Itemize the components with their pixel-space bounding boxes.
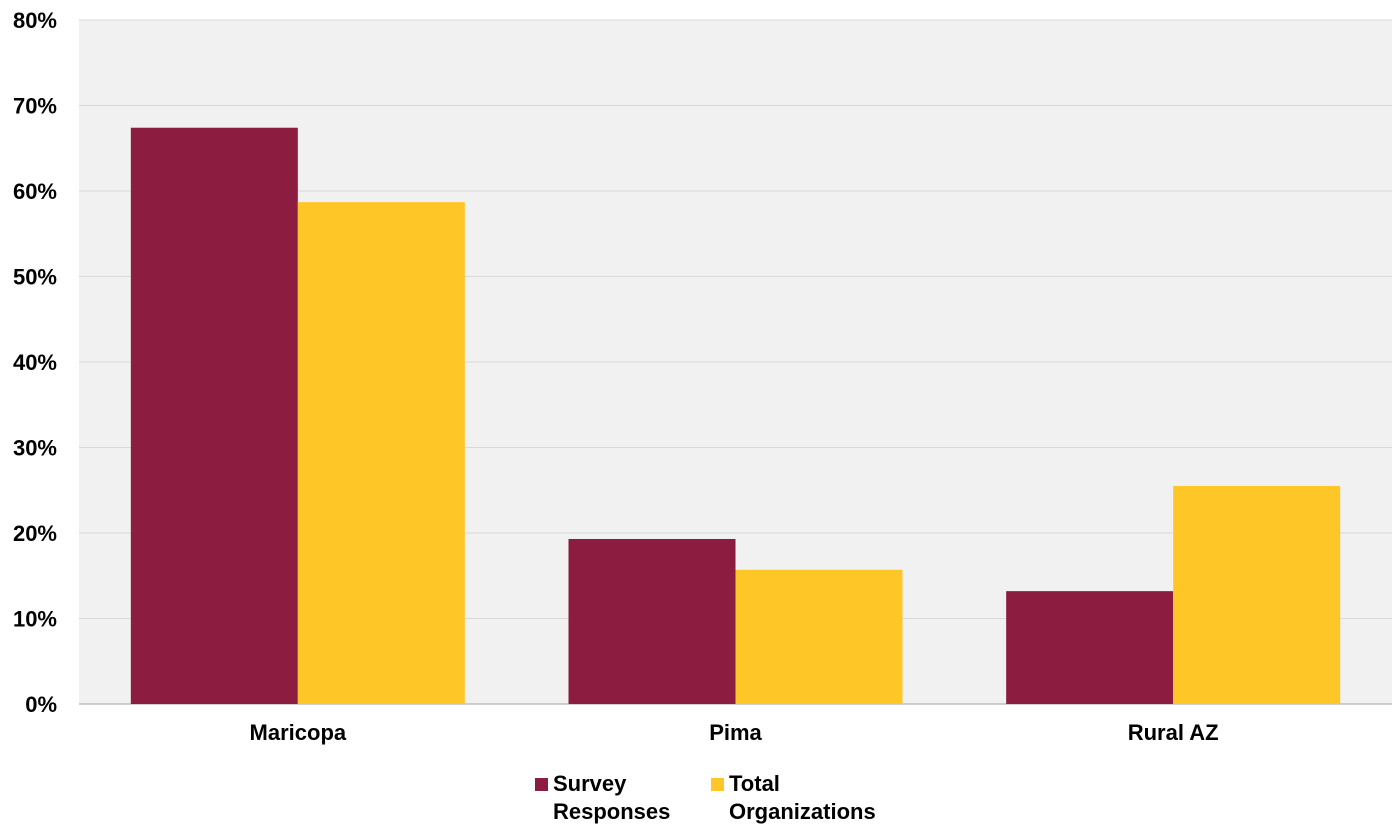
bar-rural-az-total-organizations	[1173, 485, 1341, 704]
bar-maricopa-total-organizations	[297, 202, 465, 705]
y-tick-label: 50%	[13, 265, 57, 290]
legend: Survey Responses Total Organizations	[535, 770, 899, 826]
y-tick-label: 80%	[13, 8, 57, 33]
legend-item-survey-responses: Survey Responses	[535, 770, 693, 826]
y-tick-label: 30%	[13, 436, 57, 461]
x-category-label: Pima	[709, 720, 762, 745]
y-tick-label: 70%	[13, 94, 57, 119]
x-category-label: Maricopa	[250, 720, 347, 745]
bar-rural-az-survey-responses	[1006, 591, 1174, 704]
y-tick-label: 20%	[13, 521, 57, 546]
y-tick-label: 0%	[25, 692, 57, 717]
x-category-label: Rural AZ	[1128, 720, 1219, 745]
y-axis-tick-labels: 0% 10% 20% 30% 40% 50% 60% 70% 80%	[13, 8, 57, 717]
legend-swatch-survey-responses	[535, 778, 548, 791]
legend-label-total-organizations: Total Organizations	[729, 771, 876, 824]
bar-pima-total-organizations	[735, 569, 903, 704]
y-tick-label: 10%	[13, 607, 57, 632]
legend-item-total-organizations: Total Organizations	[711, 770, 899, 826]
y-tick-label: 60%	[13, 179, 57, 204]
legend-swatch-total-organizations	[711, 778, 724, 791]
y-tick-label: 40%	[13, 350, 57, 375]
legend-label-survey-responses: Survey Responses	[553, 771, 671, 824]
bar-pima-survey-responses	[568, 538, 736, 704]
bar-maricopa-survey-responses	[130, 127, 298, 705]
bars	[130, 127, 1341, 705]
x-axis-category-labels: Maricopa Pima Rural AZ	[250, 720, 1219, 745]
